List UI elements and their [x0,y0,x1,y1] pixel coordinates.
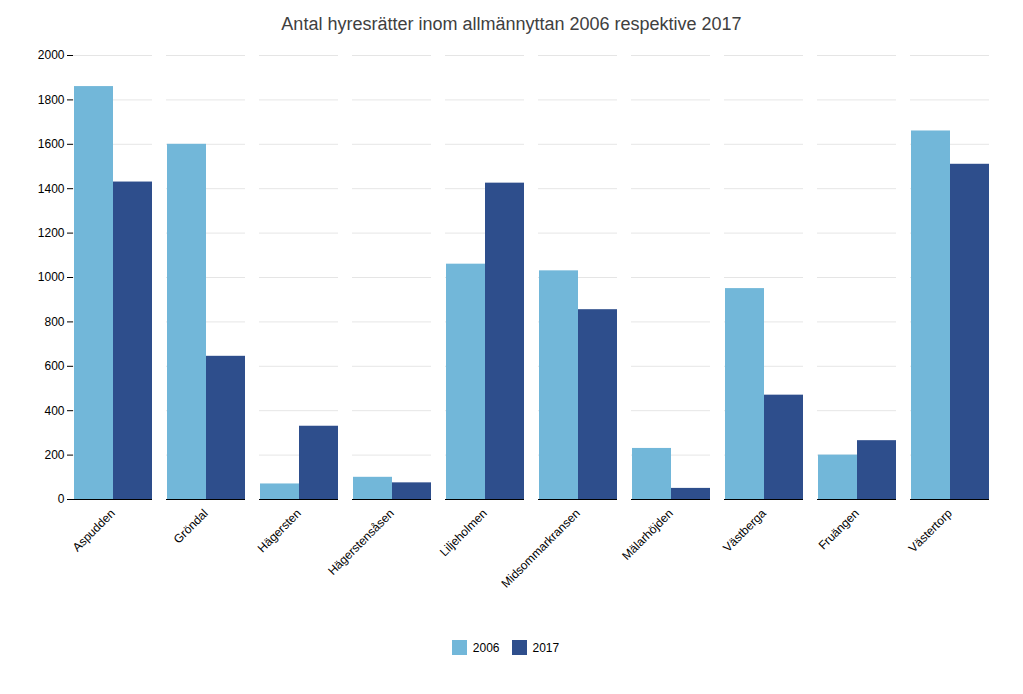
html-text:Antal hyresrätter inom allmänn: Antal hyresrätter inom allmännyttan 2006… [281,14,742,34]
svg-text:800: 800 [44,315,64,329]
svg-text:1200: 1200 [38,226,65,240]
html-text:2017: 2017 [532,640,560,655]
svg-text:Hägersten: Hägersten [255,506,304,555]
svg-text:Aspudden: Aspudden [70,506,118,554]
svg-text:200: 200 [44,448,64,462]
svg-text:400: 400 [44,404,64,418]
svg-text:Västertorp: Västertorp [906,506,955,555]
svg-text:1000: 1000 [38,270,65,284]
svg-text:600: 600 [44,359,64,373]
svg-text:Västberga: Västberga [720,506,769,555]
svg-text:Fruängen: Fruängen [816,506,862,552]
svg-text:2000: 2000 [38,48,65,62]
svg-text:Hägerstensåsen: Hägerstensåsen [325,506,397,578]
svg-text:Liljeholmen: Liljeholmen [437,506,490,559]
svg-text:0: 0 [58,492,65,506]
svg-text:1600: 1600 [38,137,65,151]
svg-text:Gröndal: Gröndal [171,506,211,546]
svg-text:Mälarhöjden: Mälarhöjden [619,506,676,563]
svg-text:1800: 1800 [38,93,65,107]
svg-text:Midsommarkransen: Midsommarkransen [498,506,582,590]
html-text:2006: 2006 [472,640,500,655]
svg-text:1400: 1400 [38,182,65,196]
